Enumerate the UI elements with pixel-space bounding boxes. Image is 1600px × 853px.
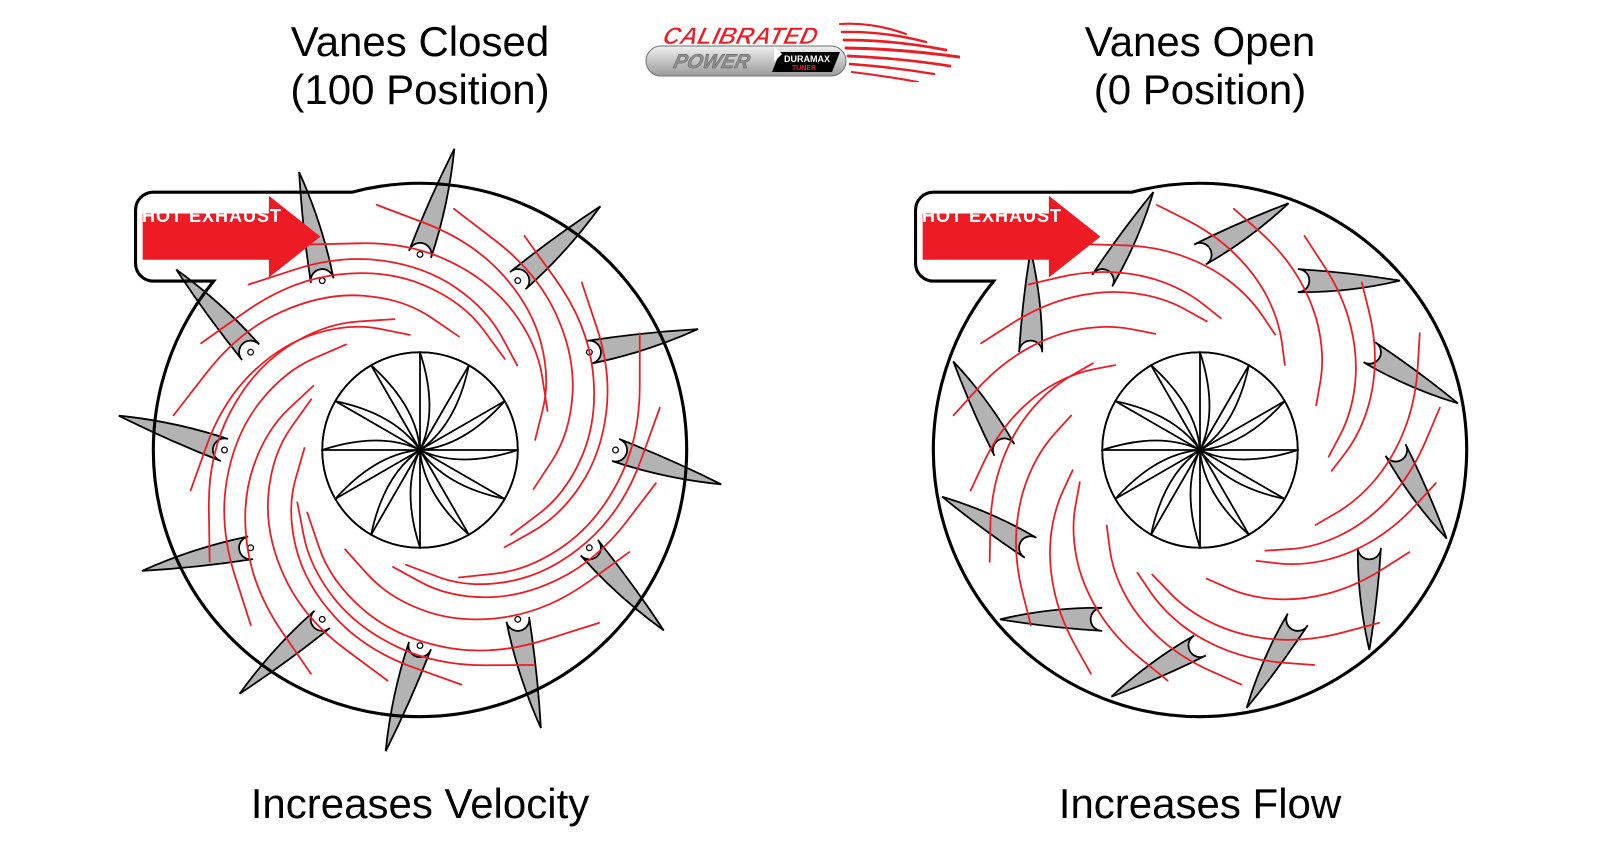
vane: [953, 361, 1014, 455]
inlet-label-open: HOT EXHAUST: [922, 206, 1062, 227]
title-open-line1: Vanes Open: [1085, 18, 1315, 65]
vane-pivot: [515, 617, 521, 623]
vane: [587, 329, 698, 363]
turbine-wheel: [1102, 352, 1298, 548]
flow-line: [981, 292, 1207, 343]
logo-badge2: TUNER: [792, 65, 816, 72]
vane: [1358, 548, 1381, 650]
vane: [1019, 250, 1042, 352]
diagram-root: CALIBRATED POWER DURAMAX TUNER Vanes Clo…: [0, 0, 1600, 853]
inlet-label-closed: HOT EXHAUST: [142, 206, 282, 227]
vane-pivot: [417, 643, 423, 649]
flow-line: [1332, 282, 1375, 470]
vane-pivot: [515, 278, 521, 284]
vane: [1298, 269, 1400, 292]
vane: [409, 149, 454, 258]
turbo-open: HOT EXHAUST: [860, 130, 1540, 770]
vane: [612, 439, 721, 484]
vane: [1247, 614, 1308, 708]
panel-vanes-closed: Vanes Closed (100 Position) HOT EXHAUST …: [50, 0, 790, 115]
flow-line: [1016, 415, 1071, 625]
vane-pivot: [587, 545, 593, 551]
vane-pivot: [613, 447, 619, 453]
vane: [1364, 342, 1458, 403]
title-closed-line1: Vanes Closed: [291, 18, 549, 65]
vane: [506, 617, 540, 728]
flow-line: [459, 333, 640, 577]
turbo-closed: HOT EXHAUST: [80, 130, 760, 770]
vane-pivot: [248, 349, 254, 355]
flow-line: [1152, 574, 1379, 639]
title-open: Vanes Open (0 Position): [830, 18, 1570, 115]
vane-pivot: [417, 252, 423, 258]
caption-open: Increases Flow: [830, 780, 1570, 828]
vane: [1194, 203, 1288, 264]
vane: [142, 536, 253, 570]
flow-line: [1157, 205, 1285, 365]
flow-line: [1304, 236, 1355, 457]
logo-badge1: DURAMAX: [784, 54, 830, 64]
flow-line: [1029, 272, 1221, 318]
title-open-line2: (0 Position): [1094, 66, 1306, 113]
vane: [1000, 608, 1102, 631]
vane: [119, 416, 228, 461]
title-closed: Vanes Closed (100 Position): [50, 18, 790, 115]
flow-line: [511, 236, 594, 535]
panel-vanes-open: Vanes Open (0 Position) HOT EXHAUST Incr…: [830, 0, 1570, 115]
flow-line: [201, 273, 505, 359]
title-closed-line2: (100 Position): [290, 66, 549, 113]
flow-line: [1050, 470, 1091, 674]
vane-pivot: [319, 278, 325, 284]
vane-pivot: [319, 617, 325, 623]
vane-pivot: [222, 447, 228, 453]
turbine-wheel: [322, 352, 518, 548]
caption-closed: Increases Velocity: [50, 780, 790, 828]
